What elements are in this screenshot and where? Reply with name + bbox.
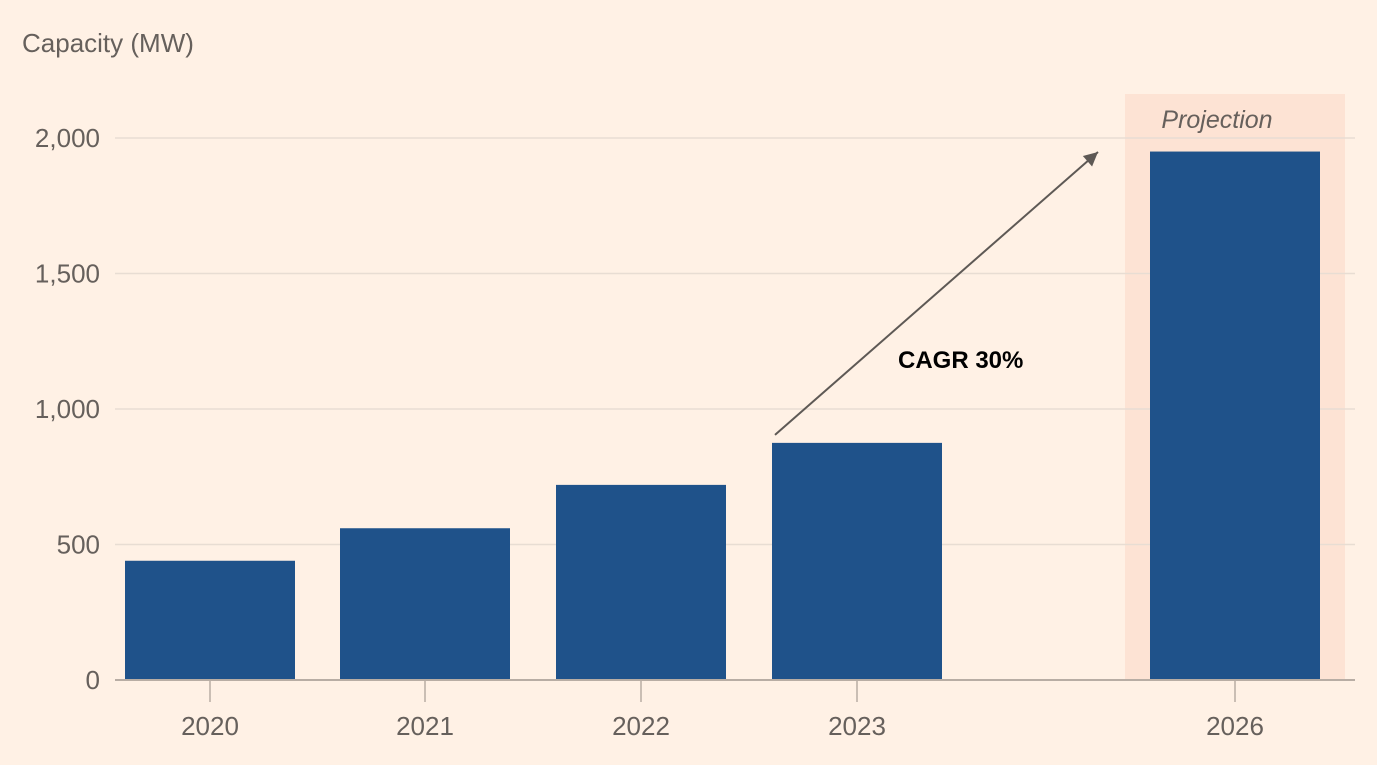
x-tick-label-2026: 2026 bbox=[1206, 711, 1264, 741]
bar-2021 bbox=[340, 528, 510, 680]
cagr-arrow-head bbox=[1082, 152, 1098, 167]
y-tick-label-1000: 1,000 bbox=[35, 394, 100, 424]
x-tick-label-2022: 2022 bbox=[612, 711, 670, 741]
x-tick-label-2021: 2021 bbox=[396, 711, 454, 741]
cagr-annotation: CAGR 30% bbox=[898, 347, 1023, 374]
cagr-arrow-line bbox=[774, 151, 1099, 436]
y-axis-ticks: 0 500 1,000 1,500 2,000 bbox=[35, 123, 100, 695]
bar-2022 bbox=[556, 484, 726, 680]
x-tick-label-2023: 2023 bbox=[828, 711, 886, 741]
bars bbox=[125, 151, 1320, 681]
cagr-arrow bbox=[774, 151, 1099, 436]
y-tick-label-1500: 1,500 bbox=[35, 259, 100, 289]
bar-2023 bbox=[772, 442, 942, 680]
gridlines bbox=[115, 137, 1355, 546]
y-tick-label-500: 500 bbox=[57, 530, 100, 560]
x-tick-label-2020: 2020 bbox=[181, 711, 239, 741]
bar-2020 bbox=[125, 560, 295, 680]
x-axis-ticks: 2020 2021 2022 2023 2026 bbox=[181, 680, 1264, 741]
y-axis-label: Capacity (MW) bbox=[22, 28, 194, 58]
projection-label: Projection bbox=[1161, 106, 1272, 134]
y-tick-label-2000: 2,000 bbox=[35, 123, 100, 153]
y-tick-label-0: 0 bbox=[86, 665, 100, 695]
bar-2026 bbox=[1150, 151, 1320, 681]
